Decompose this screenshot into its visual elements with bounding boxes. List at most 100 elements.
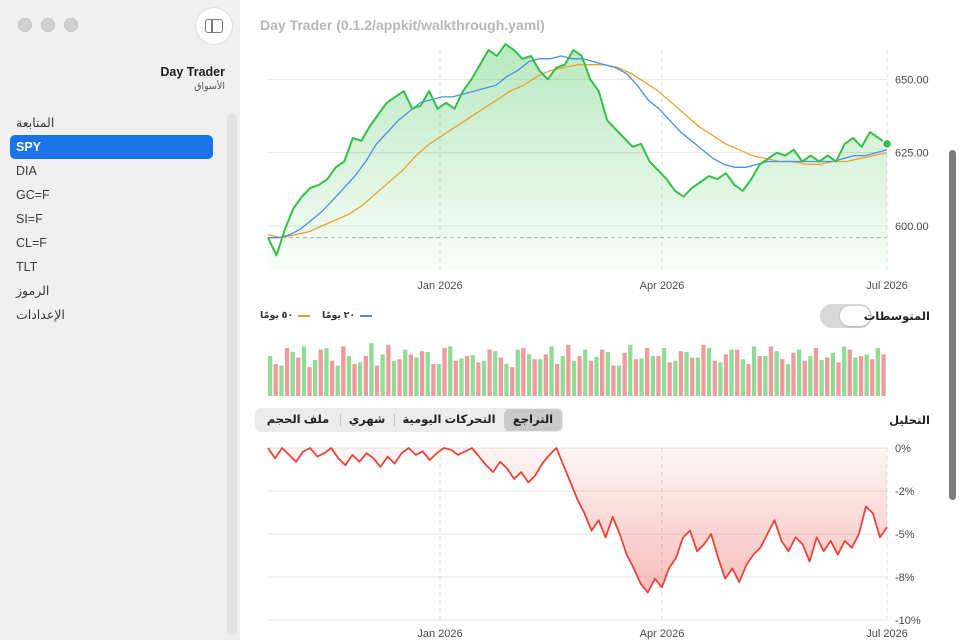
volume-bar-down [813,348,819,396]
volume-bar-up [842,346,847,396]
volume-bar-down [465,356,470,396]
volume-bar-down [678,351,684,396]
volume-bar-down [352,364,357,396]
volume-bar-up [448,346,453,396]
volume-bar-down [273,364,278,396]
volume-bar-down [712,360,717,396]
volume-bar-down [611,365,616,396]
volume-bar-down [847,349,852,396]
volume-bar-down [476,362,481,396]
legend-ma20: ٢٠ يومًا [322,310,373,321]
sidebar-item-watchlist[interactable]: المتابعة [16,116,55,130]
zoom-window-button[interactable] [64,18,78,32]
volume-bar-up [515,349,520,396]
volume-bar-down [363,356,368,396]
volume-bar-down [791,352,796,396]
volume-bar-up [797,349,802,396]
volume-bar-down [622,352,627,396]
volume-bar-up [538,359,543,396]
volume-bar-up [335,365,340,396]
drawdown-y-tick: -2% [895,486,915,498]
volume-bar-down [735,349,740,396]
volume-bar-down [690,357,695,396]
volume-bar-up [279,365,284,396]
sidebar-header: Day Trader الأسواق [160,65,225,92]
volume-bar-down [532,359,537,396]
close-window-button[interactable] [18,18,32,32]
drawdown-x-tick: Apr 2026 [640,628,685,640]
volume-bar-down [633,359,639,396]
volume-bar-down [419,351,425,396]
volume-bar-down [746,364,751,396]
analysis-label: التحليل [889,415,930,427]
tab-drawdown[interactable]: التراجع [504,409,562,431]
volume-bar-up [436,364,442,396]
volume-bar-up [583,349,588,396]
volume-bar-down [510,367,515,396]
volume-bar-down [768,346,774,396]
moving-averages-row: ٥٠ يومًا ٢٠ يومًا المتوسطات [240,300,950,334]
volume-bar-up [526,354,532,396]
sidebar-item-dia[interactable]: DIA [16,164,37,178]
volume-bar-up [740,359,745,396]
volume-bar-down [701,344,706,396]
volume-bar-up [751,346,757,396]
section-subtitle: الأسواق [194,81,225,92]
drawdown-y-tick: -5% [895,529,915,541]
legend-ma50: ٥٠ يومًا [260,310,311,321]
minimize-window-button[interactable] [41,18,55,32]
tab-volume-profile[interactable]: ملف الحجم [256,409,341,431]
volume-bar-up [459,358,464,396]
volume-bar-down [521,348,526,396]
sidebar-item-gold[interactable]: GC=F [16,188,50,202]
sidebar-item-symbols[interactable]: الرموز [16,284,50,298]
volume-bar-down [555,364,560,396]
volume-bar-down [757,356,762,396]
volume-bar-up [425,352,430,396]
volume-bar-down [566,344,571,396]
price-chart: 650.00 625.00 600.00 Jan 2026 Apr 2026 J… [267,43,929,292]
analysis-row: التراجع التحركات اليومية شهري ملف الحجم … [240,406,950,434]
sidebar-item-silver[interactable]: SI=F [16,212,43,226]
sidebar-item-tlt[interactable]: TLT [16,260,38,274]
price-x-tick: Jan 2026 [417,280,462,292]
volume-bar-up [369,343,374,396]
volume-bar-up [650,356,655,396]
tab-monthly[interactable]: شهري [340,409,395,431]
volume-chart [268,343,886,396]
drawdown-y-tick: -8% [895,572,915,584]
moving-averages-label: المتوسطات [863,311,930,323]
tab-daily-moves[interactable]: التحركات اليومية [394,409,505,431]
volume-bar-up [324,348,329,396]
window-title: Day Trader (0.1.2/appkit/walkthrough.yam… [260,17,545,33]
drawdown-area [268,448,887,593]
sidebar-item-spy[interactable]: SPY [10,135,213,159]
volume-bar-up [346,356,352,396]
volume-bar-up [774,351,779,396]
volume-bar-down [442,348,447,396]
legend-ma50-label: ٥٠ يومًا [260,310,294,321]
volume-bar-down [667,362,672,396]
volume-bar-up [290,352,295,396]
sidebar-item-settings[interactable]: الإعدادات [16,308,65,322]
price-current-point [881,138,893,150]
sidebar-item-crude[interactable]: CL=F [16,236,47,250]
drawdown-y-tick: -10% [895,615,921,627]
volume-bar-up [549,346,554,396]
volume-bar-down [318,349,323,396]
volume-bar-up [594,356,599,396]
volume-bar-up [706,348,712,396]
price-x-tick: Jul 2026 [866,280,908,292]
volume-bar-up [684,352,689,396]
main-scrollbar[interactable] [949,150,956,500]
moving-averages-toggle[interactable] [820,304,872,328]
volume-bar-up [571,360,577,396]
drawdown-chart: 0% -2% -5% -8% -10% Jan 2026 Apr 2026 Ju… [267,443,921,640]
legend-ma20-swatch [360,314,373,317]
sidebar-scrollbar[interactable] [227,114,237,636]
volume-bar-up [673,360,678,396]
volume-bar-up [628,344,633,396]
volume-bar-up [616,365,622,396]
titlebar-left [0,0,240,52]
toggle-sidebar-button[interactable] [195,7,233,45]
